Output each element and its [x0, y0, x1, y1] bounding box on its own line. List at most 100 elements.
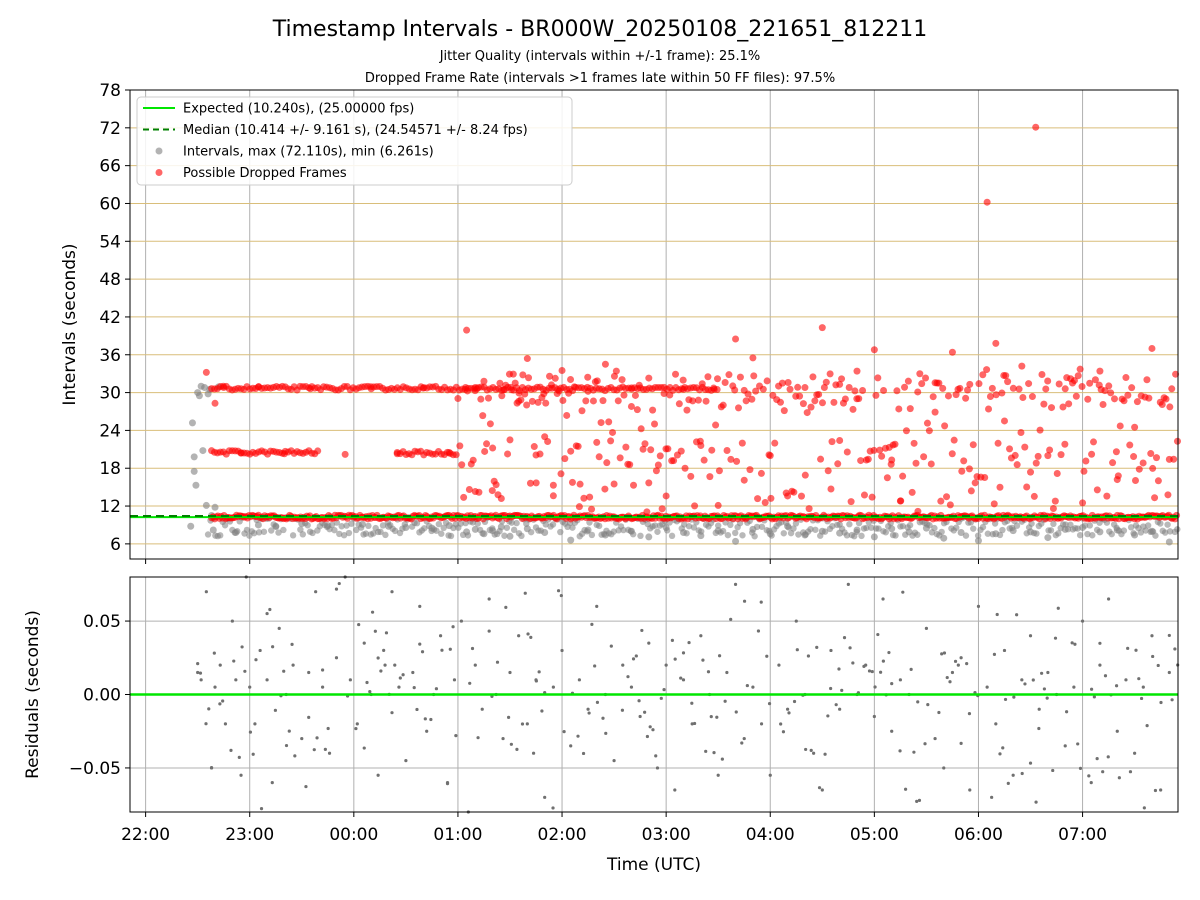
- dropped-frame-point: [891, 440, 899, 448]
- interval-point: [1013, 522, 1021, 529]
- residual-point: [734, 710, 738, 714]
- dropped-frame-point: [1122, 374, 1130, 382]
- dropped-frame-point: [694, 396, 702, 404]
- residual-point: [612, 758, 616, 763]
- interval-point: [875, 525, 882, 532]
- residual-point: [1015, 613, 1019, 617]
- residual-point: [834, 703, 838, 707]
- dropped-frame-point: [532, 451, 540, 459]
- dropped-frame-point: [469, 456, 477, 464]
- dropped-frame-point: [609, 428, 617, 436]
- residual-point: [759, 600, 763, 604]
- residual-point: [640, 628, 644, 633]
- dropped-frame-point: [966, 380, 974, 388]
- residual-point: [759, 722, 764, 726]
- dropped-frame-point: [727, 455, 735, 463]
- dropped-frame-point: [507, 386, 515, 394]
- dropped-frame-point: [393, 450, 401, 458]
- legend-label: Possible Dropped Frames: [183, 166, 347, 181]
- residual-point: [543, 795, 547, 799]
- dropped-frame-point: [960, 457, 968, 465]
- interval-point: [513, 519, 520, 527]
- residual-point: [562, 730, 566, 734]
- dropped-frame-point: [757, 469, 765, 477]
- residual-point: [515, 747, 519, 751]
- residual-point: [531, 751, 536, 755]
- dropped-frame-point: [941, 422, 949, 430]
- residual-point: [950, 670, 955, 675]
- interval-point: [297, 526, 304, 533]
- dropped-frame-point: [1078, 383, 1086, 391]
- dropped-frame-point: [489, 444, 497, 452]
- residual-point: [990, 795, 994, 799]
- residual-point: [1115, 729, 1119, 733]
- interval-point: [957, 529, 965, 537]
- residual-point: [429, 717, 433, 722]
- residual-point: [506, 715, 511, 719]
- dropped-frame-point: [902, 427, 910, 435]
- interval-point: [268, 527, 275, 534]
- residual-point: [890, 682, 894, 686]
- interval-point: [732, 529, 739, 537]
- y-tick-label: 0.00: [83, 686, 121, 706]
- interval-point: [1055, 530, 1062, 537]
- residual-point: [1170, 698, 1174, 702]
- interval-point: [523, 525, 531, 533]
- interval-point: [463, 528, 471, 536]
- dropped-frame-point: [627, 402, 635, 410]
- dropped-frame-point: [736, 373, 744, 381]
- residual-point: [662, 688, 666, 692]
- interval-point: [758, 523, 766, 530]
- dropped-frame-point: [456, 442, 464, 450]
- interval-point: [651, 522, 659, 529]
- dropped-frame-point: [633, 406, 641, 414]
- residual-point: [621, 663, 625, 667]
- residual-point: [204, 590, 208, 594]
- dropped-frame-point: [801, 471, 809, 479]
- residual-point: [221, 699, 225, 703]
- dropped-frame-point: [1113, 476, 1121, 484]
- residual-point: [848, 646, 852, 650]
- dropped-frame-point: [1025, 380, 1033, 388]
- dropped-frame-point: [985, 405, 993, 413]
- interval-point: [243, 526, 251, 534]
- dropped-frame-point: [895, 405, 903, 413]
- dropped-frame-point: [744, 390, 752, 398]
- dropped-frame-point: [1061, 385, 1069, 393]
- residual-point: [1142, 806, 1146, 810]
- interval-point: [501, 532, 508, 539]
- dropped-frame-point: [864, 455, 872, 463]
- dropped-frame-point: [748, 395, 756, 403]
- dropped-frame-point: [419, 384, 427, 392]
- interval-point: [382, 531, 389, 539]
- residual-point: [647, 641, 651, 645]
- residual-point: [712, 750, 716, 755]
- residual-point: [1037, 726, 1041, 731]
- residual-point: [1023, 682, 1027, 686]
- dropped-frame-point: [576, 480, 584, 488]
- residual-point: [569, 744, 573, 748]
- dropped-frame-point: [1074, 372, 1082, 380]
- residual-point: [609, 644, 613, 648]
- interval-point: [853, 526, 861, 534]
- interval-point: [457, 520, 464, 527]
- residual-point: [631, 657, 636, 661]
- interval-point: [610, 528, 617, 535]
- dropped-frame-point: [939, 384, 947, 392]
- dropped-frame-point: [767, 494, 775, 502]
- residual-point: [307, 715, 311, 720]
- dropped-frame-point: [1004, 378, 1012, 386]
- dropped-frame-point: [473, 385, 481, 393]
- interval-point: [697, 532, 705, 540]
- residual-point: [648, 725, 652, 729]
- dropped-frame-point: [853, 367, 861, 375]
- interval-point: [714, 527, 722, 535]
- dropped-frame-point: [1091, 376, 1099, 384]
- dropped-frame-point: [463, 387, 471, 395]
- interval-point: [192, 481, 200, 489]
- dropped-frame-point: [484, 394, 492, 402]
- dropped-frame-point: [1109, 459, 1117, 467]
- dropped-frame-point: [845, 383, 853, 391]
- dropped-frame-point: [1036, 426, 1044, 434]
